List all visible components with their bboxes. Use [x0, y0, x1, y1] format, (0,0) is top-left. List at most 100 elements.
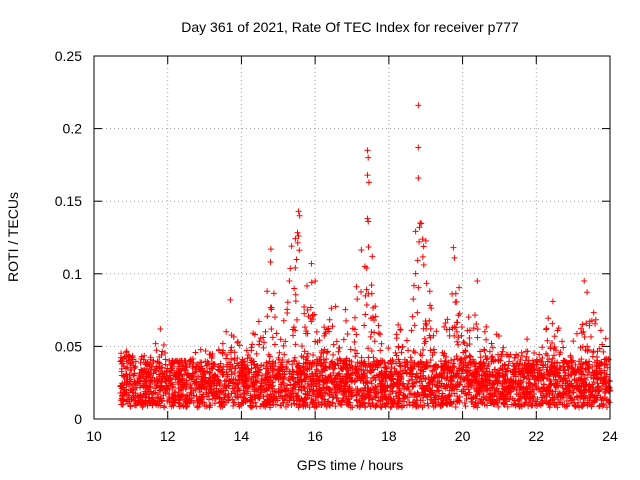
data-point [342, 306, 349, 313]
data-point [328, 378, 335, 385]
data-points [117, 102, 613, 411]
data-point [362, 402, 369, 409]
data-point [548, 359, 555, 366]
data-point [515, 364, 522, 371]
data-point [406, 370, 413, 377]
data-point [554, 382, 561, 389]
data-point [179, 379, 186, 386]
data-point [574, 366, 581, 373]
data-point [460, 375, 467, 382]
data-point [420, 361, 427, 368]
data-point [428, 376, 435, 383]
data-point [519, 393, 526, 400]
data-point [596, 403, 603, 410]
data-point [569, 389, 576, 396]
data-point [519, 378, 526, 385]
data-point [414, 309, 421, 316]
data-point [456, 284, 463, 291]
data-point [453, 353, 460, 360]
data-point [492, 357, 499, 364]
data-point [409, 313, 416, 320]
data-point [327, 402, 334, 409]
data-point [366, 368, 373, 375]
data-point [421, 363, 428, 370]
data-point [292, 341, 299, 348]
data-point [152, 340, 159, 347]
data-point [439, 397, 446, 404]
data-point [159, 386, 166, 393]
data-point [489, 344, 496, 351]
data-point [539, 362, 546, 369]
data-point [277, 366, 284, 373]
data-point [408, 371, 415, 378]
data-point [175, 388, 182, 395]
data-point [282, 386, 289, 393]
data-point [325, 385, 332, 392]
data-point [422, 375, 429, 382]
data-point [478, 362, 485, 369]
data-point [367, 333, 374, 340]
data-point [264, 288, 271, 295]
data-point [238, 370, 245, 377]
data-point [168, 366, 175, 373]
data-point [281, 351, 288, 358]
data-point [367, 377, 374, 384]
data-point [441, 323, 448, 330]
data-point [170, 402, 177, 409]
data-point [124, 364, 131, 371]
data-point [551, 333, 558, 340]
data-point [162, 361, 169, 368]
data-point [279, 387, 286, 394]
data-point [169, 395, 176, 402]
data-point [431, 374, 438, 381]
data-point [276, 349, 283, 356]
data-point [255, 318, 262, 325]
data-point [581, 278, 588, 285]
y-tick-labels: 0 0.05 0.1 0.15 0.2 0.25 [55, 48, 82, 427]
data-point [568, 364, 575, 371]
data-point [362, 363, 369, 370]
data-point [394, 373, 401, 380]
data-point [466, 327, 473, 334]
data-point [202, 347, 209, 354]
data-point [358, 246, 365, 253]
data-point [304, 371, 311, 378]
data-point [211, 372, 218, 379]
grid-lines [94, 56, 610, 419]
data-point [258, 361, 265, 368]
data-point [341, 387, 348, 394]
data-point [502, 377, 509, 384]
data-point [568, 365, 575, 372]
data-point [295, 208, 302, 215]
data-point [446, 332, 453, 339]
data-point [250, 330, 257, 337]
data-point [247, 378, 254, 385]
data-point [138, 355, 145, 362]
data-point [320, 350, 327, 357]
data-point [382, 394, 389, 401]
data-point [367, 369, 374, 376]
x-tick-label: 22 [528, 428, 544, 444]
data-point [292, 264, 299, 271]
data-point [243, 390, 250, 397]
data-point [523, 353, 530, 360]
data-point [126, 353, 133, 360]
data-point [475, 377, 482, 384]
data-point [469, 395, 476, 402]
data-point [317, 353, 324, 360]
data-point [304, 282, 311, 289]
data-point [175, 380, 182, 387]
data-point [411, 394, 418, 401]
data-point [580, 328, 587, 335]
data-point [333, 338, 340, 345]
data-point [412, 349, 419, 356]
data-point [450, 364, 457, 371]
data-point [147, 400, 154, 407]
data-point [584, 289, 591, 296]
data-point [248, 365, 255, 372]
data-point [220, 371, 227, 378]
data-point [256, 338, 263, 345]
data-point [154, 358, 161, 365]
data-point [472, 363, 479, 370]
data-point [569, 399, 576, 406]
